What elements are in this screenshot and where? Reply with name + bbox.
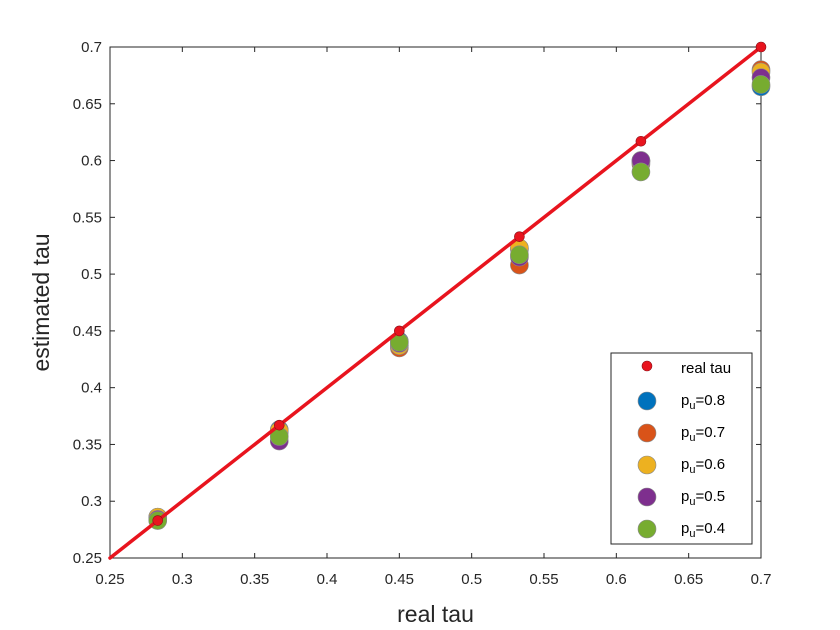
- legend-label-subscript: u: [689, 528, 695, 540]
- legend-label-value: =0.7: [695, 424, 725, 441]
- legend-label: pu=0.8: [681, 392, 725, 412]
- x-axis-title: real tau: [397, 601, 474, 627]
- legend-label-base: p: [681, 392, 689, 409]
- y-tick-label: 0.45: [73, 323, 102, 340]
- data-point: [631, 162, 651, 182]
- x-tick-label: 0.45: [385, 571, 414, 588]
- legend-item: pu=0.4: [637, 519, 725, 540]
- legend-label-subscript: u: [689, 400, 695, 412]
- series-5: [148, 75, 771, 530]
- legend-marker: [637, 455, 657, 475]
- data-point: [755, 41, 767, 53]
- y-tick-label: 0.4: [81, 380, 102, 397]
- data-point: [273, 419, 285, 431]
- y-tick-label: 0.6: [81, 153, 102, 170]
- legend-item: pu=0.5: [637, 487, 725, 508]
- data-point: [152, 515, 164, 526]
- data-point: [751, 75, 771, 94]
- x-tick-label: 0.6: [606, 571, 627, 588]
- x-tick-label: 0.4: [317, 571, 338, 588]
- legend-marker: [637, 519, 657, 539]
- x-tick-label: 0.35: [240, 571, 269, 588]
- legend-item: real tau: [641, 360, 731, 377]
- legend-item: pu=0.8: [637, 391, 725, 412]
- legend-label-value: =0.5: [695, 488, 725, 505]
- y-tick-label: 0.5: [81, 266, 102, 283]
- legend-label-base: p: [681, 424, 689, 441]
- x-tick-label: 0.7: [751, 571, 772, 588]
- legend-label: pu=0.5: [681, 488, 725, 508]
- y-tick-label: 0.25: [73, 550, 102, 567]
- legend-marker: [637, 391, 657, 411]
- legend-label-base: p: [681, 520, 689, 537]
- legend-label: pu=0.4: [681, 520, 725, 540]
- legend-marker: [637, 487, 657, 507]
- legend-label-subscript: u: [689, 496, 695, 508]
- legend-label: pu=0.6: [681, 456, 725, 476]
- data-point: [510, 245, 529, 265]
- x-tick-label: 0.5: [461, 571, 482, 588]
- y-tick-label: 0.35: [73, 436, 102, 453]
- reference-line: [108, 45, 763, 560]
- legend-label: real tau: [681, 360, 731, 377]
- data-point: [635, 135, 647, 147]
- y-tick-label: 0.55: [73, 209, 102, 226]
- y-tick-label: 0.7: [81, 39, 102, 56]
- legend-label-value: =0.6: [695, 456, 725, 473]
- x-tick-label: 0.25: [95, 571, 124, 588]
- x-tick-label: 0.65: [674, 571, 703, 588]
- legend-item: pu=0.7: [637, 423, 725, 444]
- legend-label-base: p: [681, 488, 689, 505]
- x-tick-label: 0.3: [172, 571, 193, 588]
- legend-label-value: =0.8: [695, 392, 725, 409]
- data-point: [514, 231, 525, 242]
- y-axis-title: estimated tau: [28, 233, 54, 371]
- legend-box: [610, 352, 753, 545]
- legend-label-value: =0.4: [695, 520, 725, 537]
- legend-label-base: p: [681, 456, 689, 473]
- legend-marker: [641, 360, 653, 372]
- legend-label-subscript: u: [689, 432, 695, 444]
- legend-label: pu=0.7: [681, 424, 725, 444]
- series-real-tau: [152, 41, 767, 526]
- data-point: [394, 325, 405, 337]
- y-tick-label: 0.3: [81, 493, 102, 510]
- legend-marker: [637, 423, 657, 443]
- legend-item: pu=0.6: [637, 455, 725, 476]
- x-tick-label: 0.55: [529, 571, 558, 588]
- legend-label-subscript: u: [689, 464, 695, 476]
- y-tick-label: 0.65: [73, 96, 102, 113]
